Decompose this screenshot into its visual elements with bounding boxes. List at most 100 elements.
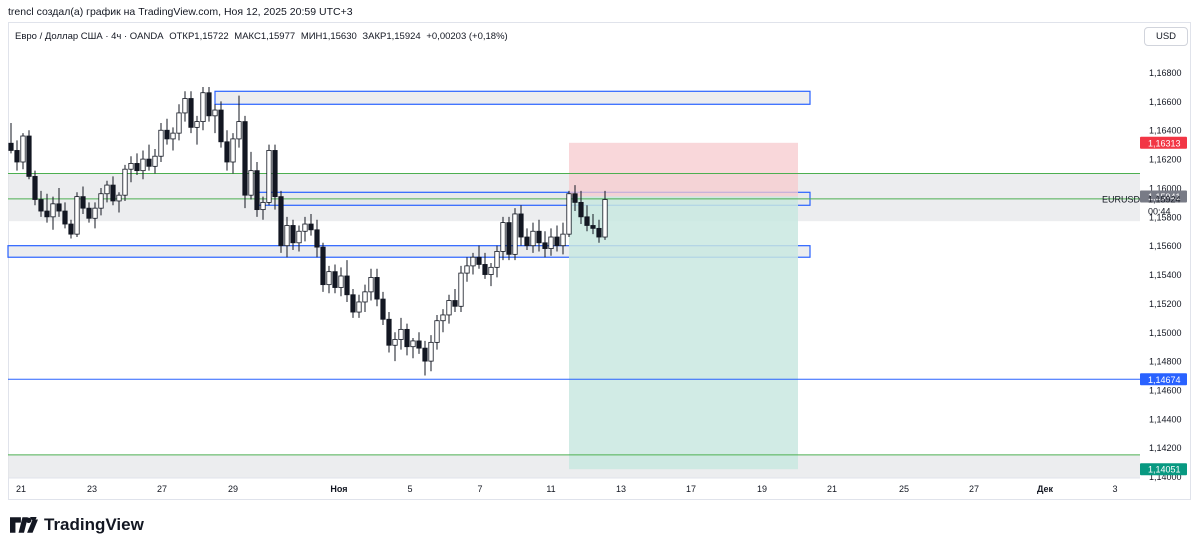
candle-body xyxy=(584,216,590,226)
price-tag-5 xyxy=(1140,463,1187,476)
candle-body xyxy=(266,150,272,203)
candle-body xyxy=(164,129,170,140)
tradingview-logo-icon xyxy=(10,517,38,533)
y-tick-label: 1,16000 xyxy=(1149,183,1182,193)
candle-body xyxy=(104,184,110,195)
candle-body xyxy=(470,256,476,267)
candle-body xyxy=(218,109,224,143)
zone-1 xyxy=(214,90,811,105)
chart-frame[interactable] xyxy=(8,22,1191,500)
y-tick-label: 1,15400 xyxy=(1149,270,1182,280)
candle-body xyxy=(440,314,446,322)
candle-body xyxy=(272,150,278,198)
candle-body xyxy=(410,340,416,348)
x-tick-label: 23 xyxy=(87,484,97,494)
x-tick-label: 25 xyxy=(899,484,909,494)
candle-body xyxy=(530,230,536,247)
candle-body xyxy=(308,223,314,231)
candle-body xyxy=(260,201,266,211)
x-tick-label: 17 xyxy=(686,484,696,494)
candle-body xyxy=(314,229,320,248)
position-target-area xyxy=(569,196,798,470)
y-tick-label: 1,16400 xyxy=(1149,126,1182,136)
price-tag-label-3: 00:44 xyxy=(1148,207,1171,217)
candle-body xyxy=(212,109,218,117)
candle-body xyxy=(452,300,458,307)
candle-body xyxy=(596,227,602,238)
candle-body xyxy=(278,196,284,247)
candle-body xyxy=(38,199,44,212)
candle-body xyxy=(332,271,338,288)
zone-3 xyxy=(7,245,811,258)
x-tick-label: 11 xyxy=(546,484,555,494)
currency-button[interactable]: USD xyxy=(1144,27,1188,46)
y-tick-label: 1,15000 xyxy=(1149,328,1182,338)
candle-body xyxy=(242,121,248,196)
y-tick-label: 1,14600 xyxy=(1149,385,1182,395)
legend-open: ОТКР1,15722 xyxy=(169,31,229,42)
candle-body xyxy=(446,300,452,316)
y-tick-label: 1,16200 xyxy=(1149,155,1182,165)
x-tick-label: 7 xyxy=(477,484,482,494)
candle-body xyxy=(26,135,32,177)
y-tick-label: 1,16600 xyxy=(1149,97,1182,107)
tradingview-brand[interactable]: TradingView xyxy=(10,515,144,535)
candle-body xyxy=(566,193,572,235)
candle-body xyxy=(428,341,434,362)
candle-body xyxy=(416,340,422,349)
candle-body xyxy=(524,236,530,247)
candle-body xyxy=(488,266,494,275)
candle-body xyxy=(206,92,212,117)
chart-caption: trencl создал(а) график на TradingView.c… xyxy=(8,6,353,18)
candle-body xyxy=(194,121,200,128)
symbol-title[interactable]: Евро / Доллар США · 4ч · OANDA xyxy=(15,31,164,42)
x-tick-label: 13 xyxy=(616,484,626,494)
candle-body xyxy=(116,194,122,202)
x-tick-label: 19 xyxy=(757,484,767,494)
candle-body xyxy=(128,163,134,170)
price-tag-1 xyxy=(1140,190,1187,203)
candle-body xyxy=(146,158,152,167)
candle-body xyxy=(386,318,392,346)
candle-body xyxy=(494,251,500,268)
candle-body xyxy=(170,132,176,140)
legend-change: +0,00203 (+0,18%) xyxy=(426,31,508,42)
price-tag-label-2: 1,15924 xyxy=(1148,194,1181,204)
candle-body xyxy=(134,163,140,172)
price-tag-label-1: 1,15941 xyxy=(1148,192,1181,202)
candle-body xyxy=(326,271,332,286)
candle-body xyxy=(464,265,470,274)
candle-body xyxy=(44,210,50,218)
price-tag-4 xyxy=(1140,373,1187,386)
x-tick-label: 27 xyxy=(157,484,167,494)
candle-body xyxy=(182,98,188,114)
x-tick-label: 5 xyxy=(407,484,412,494)
candle-body xyxy=(398,328,404,340)
x-tick-label: 21 xyxy=(827,484,837,494)
candle-body xyxy=(74,196,80,235)
candle-body xyxy=(548,236,554,249)
y-tick-label: 1,15600 xyxy=(1149,241,1182,251)
candle-body xyxy=(68,223,74,235)
y-tick-label: 1,14200 xyxy=(1149,443,1182,453)
candle-body xyxy=(392,339,398,346)
price-tag-label-0: 1,16313 xyxy=(1148,138,1181,148)
candle-body xyxy=(20,135,26,163)
candle-body xyxy=(536,230,542,244)
candle-body xyxy=(230,138,236,163)
y-tick-label: 1,15200 xyxy=(1149,299,1182,309)
symbol-legend: Евро / Доллар США · 4ч · OANDA ОТКР1,157… xyxy=(15,31,511,42)
candle-body xyxy=(512,213,518,255)
candle-body xyxy=(152,155,158,167)
candle-body xyxy=(176,112,182,134)
candle-body xyxy=(158,129,164,157)
candle-body xyxy=(302,223,308,232)
y-tick-label: 1,15800 xyxy=(1149,212,1182,222)
candle-body xyxy=(590,225,596,229)
candle-body xyxy=(290,225,296,244)
candle-body xyxy=(338,275,344,288)
candle-body xyxy=(542,242,548,249)
price-tag-label-5: 1,14051 xyxy=(1148,465,1181,475)
y-tick-label: 1,16800 xyxy=(1149,68,1182,78)
